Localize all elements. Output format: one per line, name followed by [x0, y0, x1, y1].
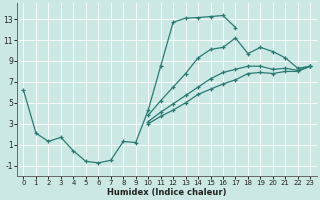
X-axis label: Humidex (Indice chaleur): Humidex (Indice chaleur) — [107, 188, 227, 197]
